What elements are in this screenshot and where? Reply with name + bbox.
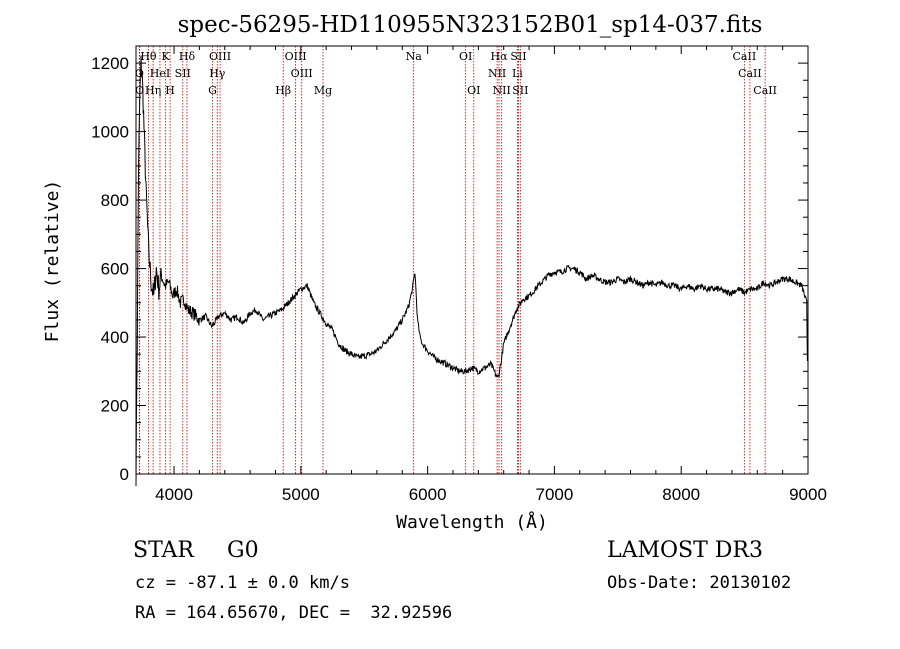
x-tick-label: 7000 bbox=[536, 485, 574, 504]
spectral-line-label: NII bbox=[488, 67, 506, 80]
spectral-line-label: Hα bbox=[490, 50, 508, 63]
y-tick-label: 1200 bbox=[91, 54, 129, 73]
plot-frame bbox=[135, 45, 809, 475]
spectral-line-label: NII bbox=[493, 84, 511, 97]
spectral-line-label: Mg bbox=[314, 84, 332, 97]
y-tick-label: 200 bbox=[101, 397, 129, 416]
spectral-line-label: SII bbox=[175, 67, 191, 80]
spectral-line-label: Hβ bbox=[275, 84, 291, 97]
y-tick-label: 400 bbox=[101, 328, 129, 347]
spectral-line-label: OI bbox=[459, 50, 472, 63]
x-tick-label: 8000 bbox=[662, 485, 700, 504]
x-tick-label: 5000 bbox=[282, 485, 320, 504]
class-label: STAR bbox=[133, 538, 194, 563]
radec-label: RA = 164.65670, DEC = 32.92596 bbox=[135, 603, 453, 623]
spectrum-series-line bbox=[135, 55, 808, 487]
spectral-line-label: SII bbox=[510, 50, 526, 63]
chart-title: spec-56295-HD110955N323152B01_sp14-037.f… bbox=[178, 12, 763, 38]
spectral-line-label: Hδ bbox=[179, 50, 196, 63]
spectral-line-label: CaII bbox=[738, 67, 762, 80]
y-axis-label: Flux (relative) bbox=[42, 180, 63, 343]
survey-label: LAMOST DR3 bbox=[607, 538, 763, 563]
y-tick-label: 600 bbox=[101, 260, 129, 279]
info-class: STAR G0 bbox=[133, 538, 259, 563]
spectral-line-label: Hθ bbox=[140, 50, 157, 63]
x-tick-label: 4000 bbox=[155, 485, 193, 504]
spectral-line-label: CaII bbox=[733, 50, 757, 63]
cz-label: cz = -87.1 ± 0.0 km/s bbox=[135, 573, 350, 593]
y-tick-label: 0 bbox=[120, 465, 129, 484]
spectral-line-label: Hγ bbox=[209, 67, 226, 80]
spectral-line-label: K bbox=[162, 50, 171, 63]
spectral-line-label: G bbox=[208, 84, 217, 97]
spectral-line-label: SII bbox=[512, 84, 528, 97]
spectral-line-label: HeI bbox=[150, 67, 170, 80]
spectral-line-label: OIII bbox=[285, 50, 307, 63]
axis-ticks: 4000 5000 6000 7000 8000 9000 0 200 400 600 800 100… bbox=[91, 46, 827, 504]
spectral-line-label: Li bbox=[512, 67, 523, 80]
spectral-line-label: H bbox=[165, 84, 175, 97]
spectral-line-label: CaII bbox=[753, 84, 777, 97]
spectral-line-label: OI bbox=[467, 84, 480, 97]
x-tick-label: 9000 bbox=[789, 485, 827, 504]
x-axis-label: Wavelength (Å) bbox=[396, 511, 548, 533]
spectral-line-label: OIII bbox=[209, 50, 231, 63]
spectral-line-markers: HθKHδOIIIOIIINaOIHαSIICaIIOHeISIIHγOIIIN… bbox=[135, 46, 777, 474]
y-tick-label: 1000 bbox=[91, 123, 129, 142]
spectral-line-label: Na bbox=[406, 50, 423, 63]
spectral-line-label: Hη bbox=[145, 84, 161, 97]
subclass-label: G0 bbox=[227, 538, 259, 563]
obs-date-label: Obs-Date: 20130102 bbox=[607, 573, 792, 593]
spectral-line-label: OIII bbox=[291, 67, 313, 80]
x-tick-label: 6000 bbox=[409, 485, 447, 504]
y-tick-label: 800 bbox=[101, 191, 129, 210]
